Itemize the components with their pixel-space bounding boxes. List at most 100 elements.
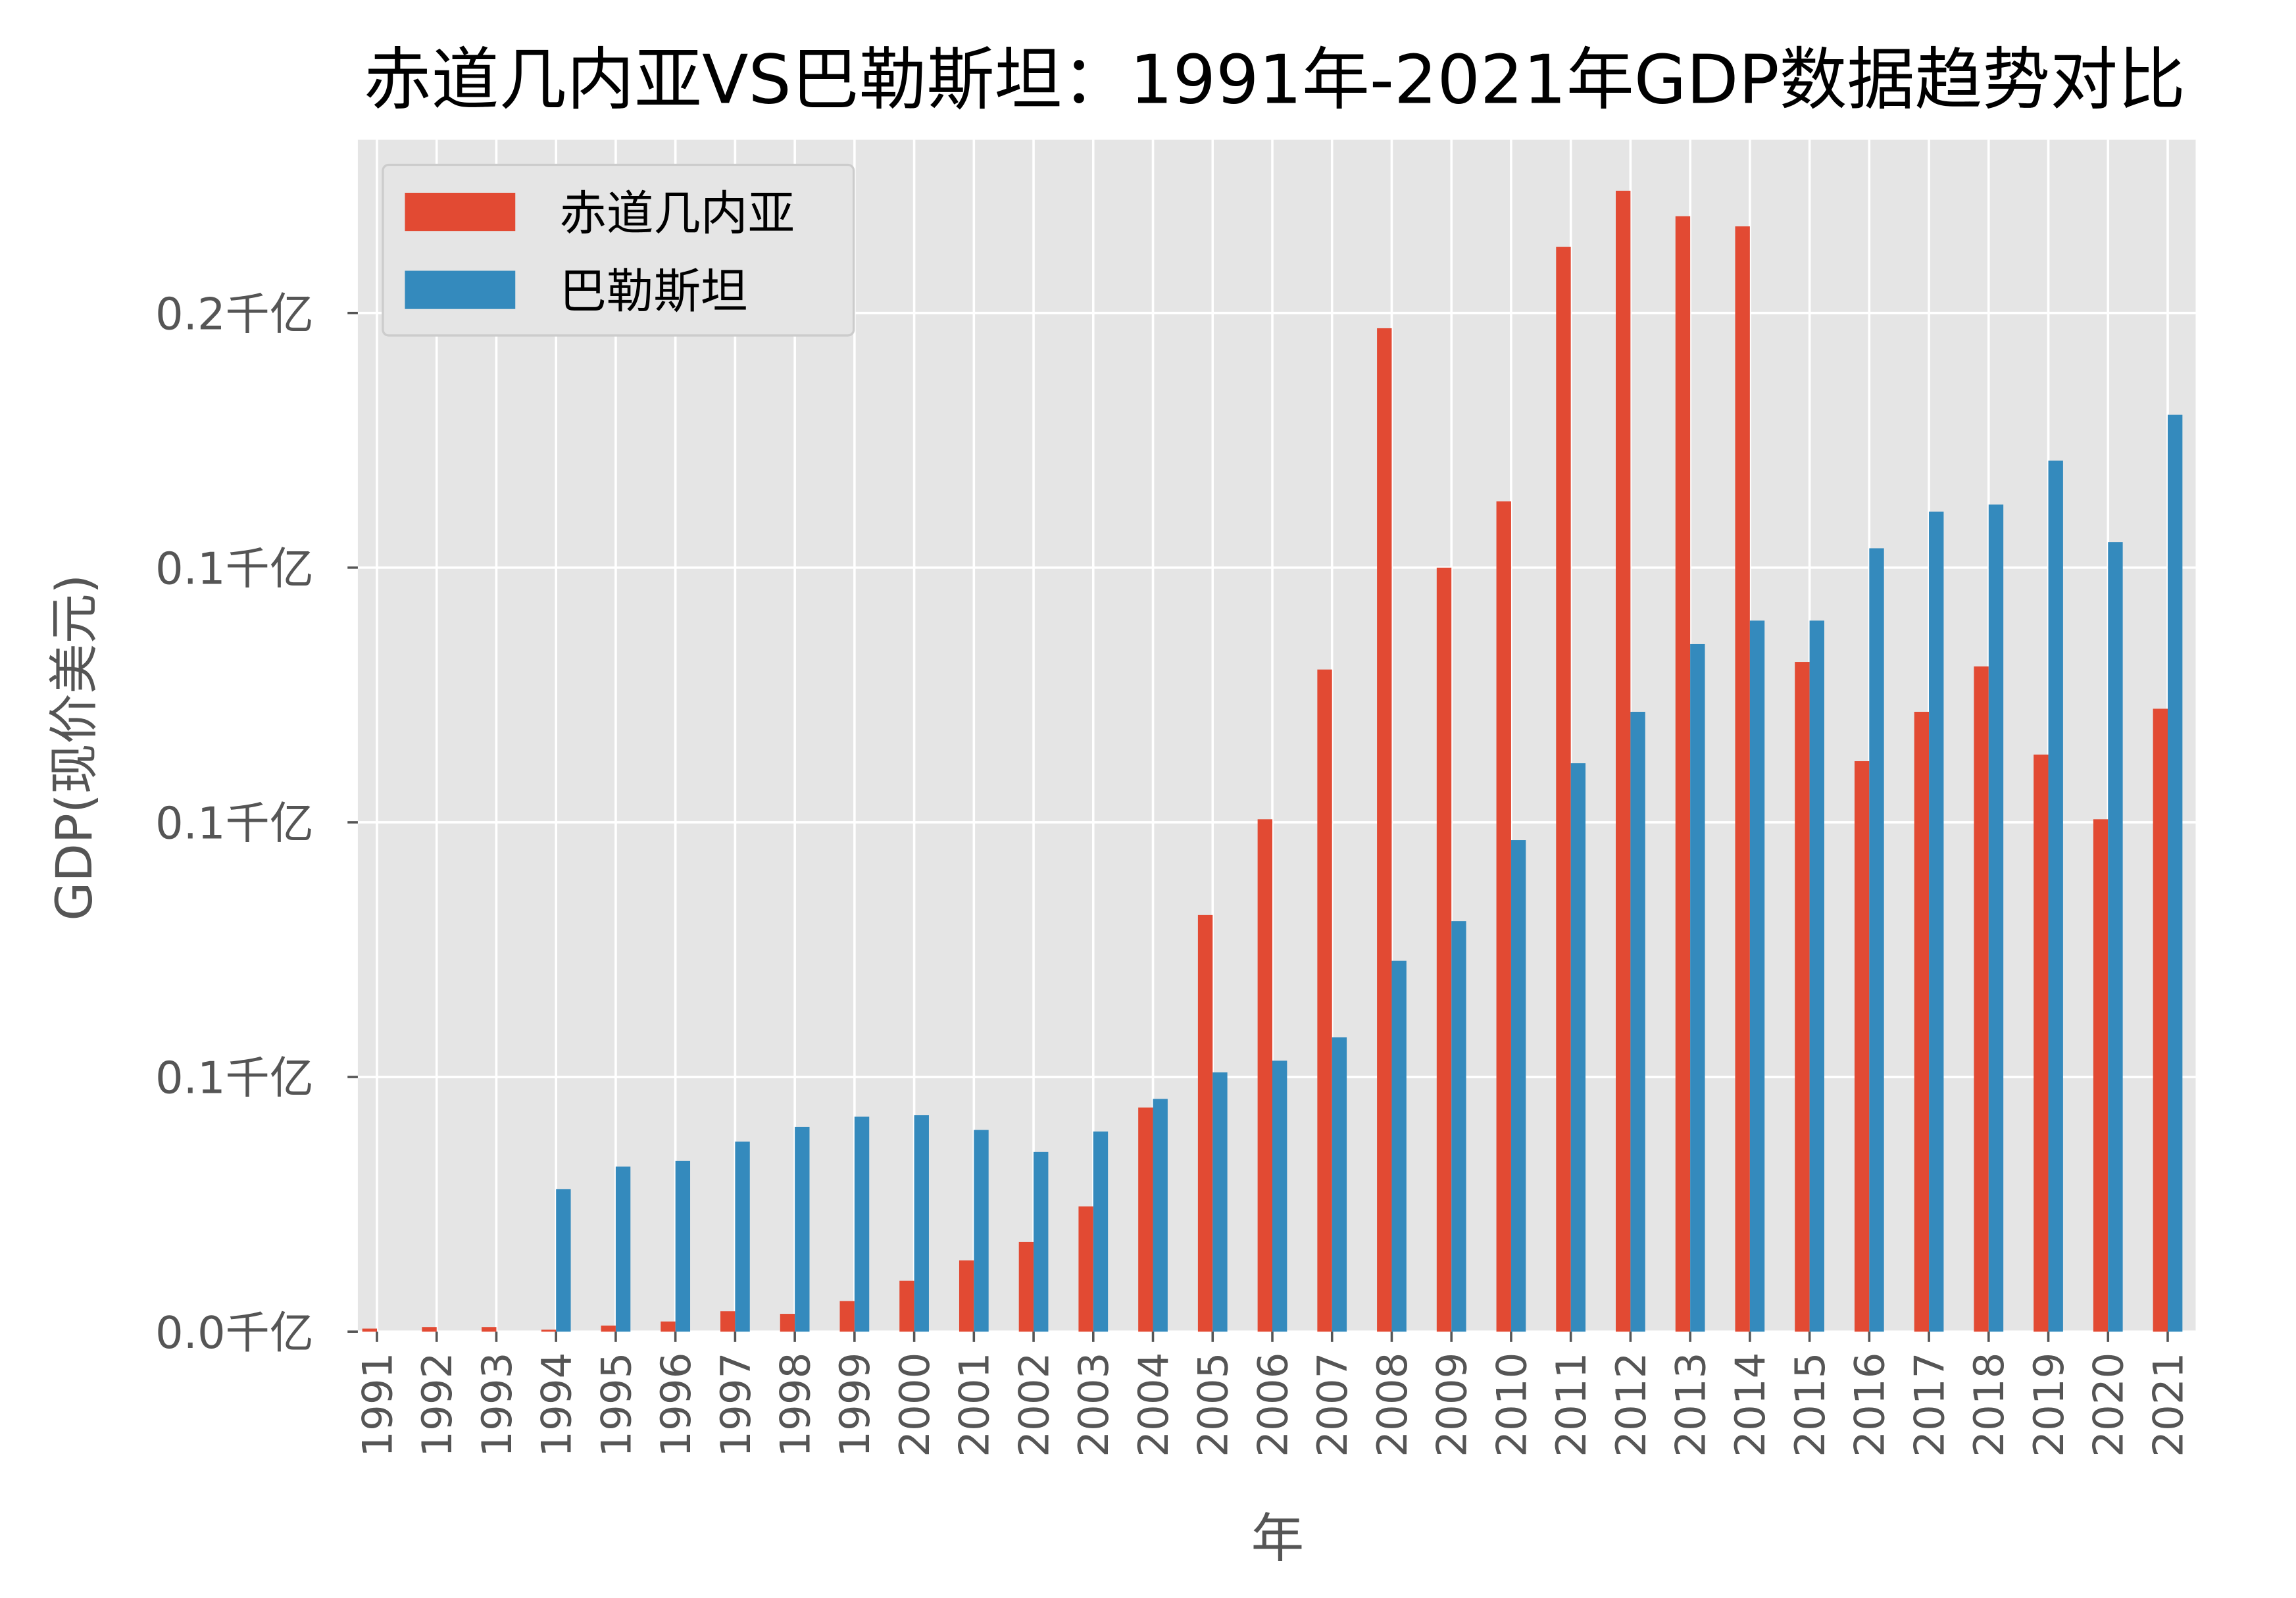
x-tick-label: 1998: [771, 1352, 819, 1457]
bar-equatorial-guinea-1999: [839, 1301, 855, 1332]
y-axis-label: GDP(现价美元): [45, 574, 103, 921]
bar-equatorial-guinea-1991: [362, 1328, 377, 1332]
bar-palestine-1995: [615, 1166, 631, 1332]
bar-equatorial-guinea-2007: [1317, 669, 1332, 1332]
bar-equatorial-guinea-2015: [1795, 662, 1810, 1332]
bar-equatorial-guinea-2018: [1974, 666, 1989, 1332]
y-tick-label: 0.2千亿: [155, 288, 314, 339]
x-tick-label: 2000: [891, 1352, 939, 1457]
chart-title: 赤道几内亚VS巴勒斯坦：1991年-2021年GDP数据趋势对比: [364, 41, 2185, 120]
bar-equatorial-guinea-1996: [661, 1321, 676, 1332]
bar-palestine-2016: [1869, 548, 1884, 1332]
y-tick-label: 0.1千亿: [155, 543, 314, 594]
bar-equatorial-guinea-1992: [422, 1327, 437, 1332]
x-tick-label: 2014: [1726, 1352, 1774, 1457]
bar-palestine-2006: [1272, 1061, 1287, 1332]
x-tick-label: 2008: [1368, 1352, 1416, 1457]
bar-equatorial-guinea-1995: [601, 1325, 616, 1332]
bar-palestine-2015: [1809, 620, 1824, 1332]
bars: [362, 190, 2183, 1332]
x-tick-label: 2013: [1666, 1352, 1714, 1457]
x-tick-label: 2019: [2025, 1352, 2073, 1457]
bar-palestine-1996: [675, 1161, 691, 1332]
x-tick-label: 1993: [473, 1352, 521, 1457]
legend: 赤道几内亚 巴勒斯坦: [382, 163, 855, 337]
x-tick-label: 2020: [2085, 1352, 2133, 1457]
bar-palestine-2012: [1630, 711, 1645, 1332]
x-tick-label: 2006: [1249, 1352, 1297, 1457]
bar-equatorial-guinea-2000: [899, 1280, 914, 1332]
bar-palestine-2011: [1570, 763, 1586, 1332]
x-tick-label: 2003: [1070, 1352, 1118, 1457]
x-tick-label: 2001: [951, 1352, 999, 1457]
x-tick-label: 2012: [1607, 1352, 1655, 1457]
bar-equatorial-guinea-2017: [1914, 711, 1930, 1332]
bar-palestine-2009: [1451, 921, 1466, 1332]
bar-equatorial-guinea-1994: [541, 1330, 557, 1332]
bar-equatorial-guinea-1998: [780, 1314, 795, 1332]
bar-palestine-1998: [795, 1126, 810, 1332]
legend-label-palestine: 巴勒斯坦: [559, 264, 747, 318]
x-tick-label: 2021: [2144, 1352, 2192, 1457]
bar-palestine-2019: [2048, 461, 2063, 1332]
y-axis: 0.0千亿 0.1千亿 0.1千亿 0.1千亿 0.2千亿: [155, 288, 358, 1359]
bar-equatorial-guinea-2016: [1854, 761, 1870, 1332]
x-tick-label: 2002: [1010, 1352, 1058, 1457]
bar-palestine-2010: [1510, 840, 1526, 1332]
x-tick-label: 2017: [1905, 1352, 1953, 1457]
bar-equatorial-guinea-2012: [1616, 190, 1631, 1332]
legend-label-equatorial-guinea: 赤道几内亚: [559, 186, 795, 241]
bar-palestine-1994: [556, 1189, 571, 1332]
x-axis-label: 年: [1251, 1507, 1305, 1569]
bar-equatorial-guinea-2010: [1496, 501, 1511, 1332]
bar-equatorial-guinea-2020: [2093, 819, 2109, 1332]
x-tick-label: 2007: [1309, 1352, 1357, 1457]
y-tick-label: 0.0千亿: [155, 1307, 314, 1359]
x-tick-label: 2004: [1130, 1352, 1178, 1457]
bar-equatorial-guinea-2001: [959, 1260, 974, 1332]
x-tick-label: 2016: [1846, 1352, 1894, 1457]
bar-equatorial-guinea-2009: [1436, 567, 1452, 1332]
bar-palestine-2002: [1034, 1151, 1049, 1332]
bar-palestine-2020: [2108, 542, 2123, 1332]
bar-equatorial-guinea-2005: [1197, 914, 1213, 1332]
bar-palestine-2018: [1988, 504, 2004, 1332]
y-tick-label: 0.1千亿: [155, 1053, 314, 1104]
bar-palestine-2004: [1153, 1099, 1168, 1332]
bar-equatorial-guinea-1997: [720, 1311, 736, 1332]
x-axis: 1991 1992 1993 1994 1995 1996 1997 1998 1999 2000…: [353, 1332, 2192, 1457]
x-tick-label: 2009: [1428, 1352, 1476, 1457]
x-tick-label: 1991: [353, 1352, 401, 1457]
x-tick-label: 2005: [1189, 1352, 1237, 1457]
y-tick-label: 0.1千亿: [155, 798, 314, 849]
x-tick-label: 1997: [712, 1352, 760, 1457]
bar-palestine-2014: [1749, 620, 1765, 1332]
x-tick-label: 2011: [1547, 1352, 1595, 1457]
bar-equatorial-guinea-1993: [482, 1327, 497, 1332]
bar-palestine-1997: [735, 1141, 750, 1332]
bar-palestine-1999: [854, 1116, 870, 1332]
bar-palestine-2001: [974, 1130, 989, 1332]
legend-swatch-palestine: [405, 270, 516, 309]
bar-equatorial-guinea-2002: [1018, 1241, 1034, 1332]
x-tick-label: 1996: [652, 1352, 700, 1457]
bar-equatorial-guinea-2019: [2034, 754, 2049, 1332]
x-tick-label: 1999: [831, 1352, 879, 1457]
bar-palestine-2008: [1391, 961, 1407, 1332]
bar-palestine-2021: [2167, 414, 2183, 1332]
bar-equatorial-guinea-2004: [1138, 1107, 1153, 1332]
x-tick-label: 1995: [592, 1352, 640, 1457]
bar-palestine-2000: [914, 1115, 929, 1332]
x-tick-label: 2018: [1965, 1352, 2013, 1457]
bar-equatorial-guinea-2021: [2153, 709, 2168, 1332]
bar-equatorial-guinea-2013: [1675, 216, 1691, 1332]
bar-palestine-2005: [1212, 1072, 1228, 1332]
legend-swatch-equatorial-guinea: [405, 193, 516, 232]
bar-equatorial-guinea-2011: [1556, 247, 1571, 1332]
x-tick-label: 1992: [413, 1352, 461, 1457]
bar-palestine-2013: [1690, 643, 1705, 1332]
x-tick-label: 2010: [1487, 1352, 1535, 1457]
x-tick-label: 1994: [533, 1352, 581, 1457]
bar-palestine-2007: [1332, 1037, 1347, 1332]
bar-equatorial-guinea-2014: [1735, 226, 1750, 1332]
